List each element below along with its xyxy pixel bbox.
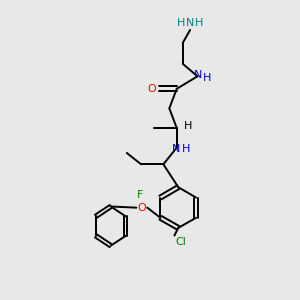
Text: H: H	[195, 18, 203, 28]
Text: H: H	[177, 18, 185, 28]
Text: H: H	[203, 73, 211, 83]
Text: N: N	[194, 70, 202, 80]
Text: Cl: Cl	[176, 236, 186, 247]
Text: H: H	[184, 121, 192, 130]
Text: N: N	[186, 18, 194, 28]
Text: O: O	[137, 203, 146, 213]
Text: N: N	[172, 144, 180, 154]
Text: O: O	[148, 84, 157, 94]
Text: H: H	[182, 144, 190, 154]
Text: F: F	[137, 190, 144, 200]
